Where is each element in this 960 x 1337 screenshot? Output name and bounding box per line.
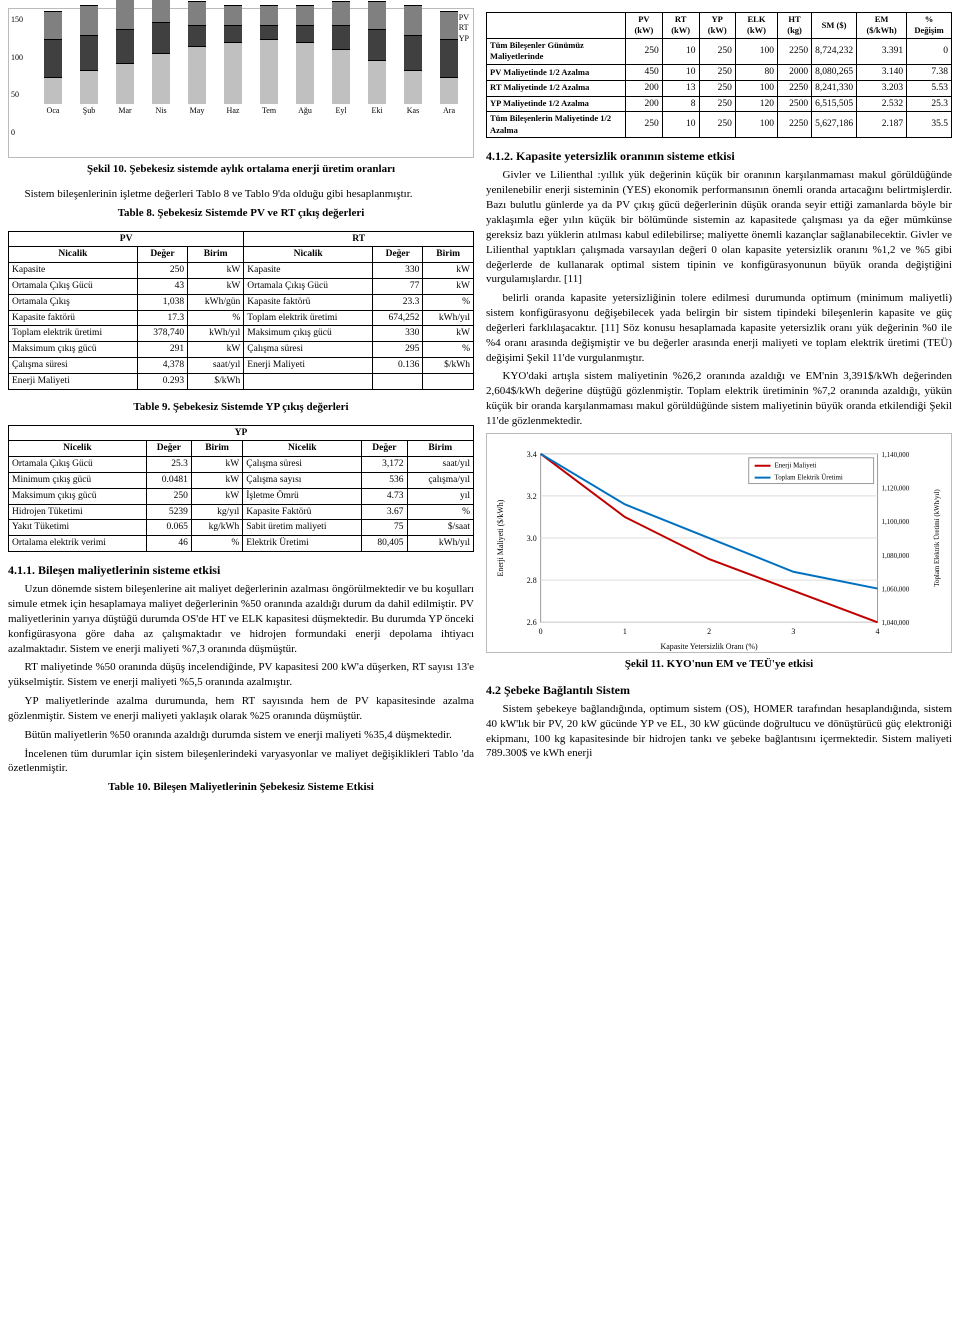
svg-text:Enerji Maliyeti ($/kWh): Enerji Maliyeti ($/kWh) (496, 499, 505, 576)
svg-text:3: 3 (791, 627, 795, 636)
svg-text:1,140,000: 1,140,000 (882, 452, 910, 459)
svg-text:1,120,000: 1,120,000 (882, 485, 910, 492)
svg-text:1,100,000: 1,100,000 (882, 519, 910, 526)
svg-text:2.8: 2.8 (527, 576, 537, 585)
svg-text:3.4: 3.4 (527, 450, 537, 459)
svg-text:1,060,000: 1,060,000 (882, 586, 910, 593)
caption-11: Şekil 11. KYO'nun EM ve TEÜ'ye etkisi (486, 657, 952, 672)
caption-10: Şekil 10. Şebekesiz sistemde aylık ortal… (8, 162, 474, 177)
right-column: PV (kW)RT (kW)YP (kW)ELK (kW)HT (kg)SM (… (486, 8, 952, 797)
table-10: PV (kW)RT (kW)YP (kW)ELK (kW)HT (kg)SM (… (486, 12, 952, 138)
left-column: 150100500 PV RT YP OcaŞubMarNisMayHazTem… (8, 8, 474, 797)
svg-text:3.0: 3.0 (527, 534, 537, 543)
para-1: Sistem bileşenlerinin işletme değerleri … (8, 187, 474, 202)
section-412-title: 4.1.2. Kapasite yetersizlik oranının sis… (486, 148, 952, 164)
sec42-p1: Sistem şebekeye bağlandığında, optimum s… (486, 702, 952, 761)
sec411-p1: Uzun dönemde sistem bileşenlerine ait ma… (8, 582, 474, 656)
sec412-p3: KYO'daki artışla sistem maliyetinin %26,… (486, 369, 952, 428)
sec411-p4: Bütün maliyetlerin %50 oranında azaldığı… (8, 728, 474, 743)
svg-text:2: 2 (707, 627, 711, 636)
table-10-title: Table 10. Bileşen Maliyetlerinin Şebekes… (8, 780, 474, 795)
svg-text:Toplam Elektrik Üretimi (kWh/y: Toplam Elektrik Üretimi (kWh/yıl) (934, 489, 941, 586)
table-9: YPNicelikDeğerBirimNicelikDeğerBirimOrta… (8, 425, 474, 553)
sec411-p3: YP maliyetlerinde azalma durumunda, hem … (8, 694, 474, 724)
svg-text:Kapasite Yetersizlik Oranı (%): Kapasite Yetersizlik Oranı (%) (661, 642, 758, 651)
svg-text:3.2: 3.2 (527, 492, 537, 501)
page: 150100500 PV RT YP OcaŞubMarNisMayHazTem… (8, 8, 952, 797)
svg-text:Toplam Elektrik Üretimi: Toplam Elektrik Üretimi (774, 474, 842, 481)
sec412-p1: Givler ve Lilienthal :yıllık yük değerin… (486, 168, 952, 287)
svg-text:Enerji Maliyeti: Enerji Maliyeti (774, 462, 816, 469)
chart-11: 2.6 2.8 3.0 3.2 3.4 1,040,000 1,060,000 1,080,0… (486, 433, 952, 653)
svg-text:1,040,000: 1,040,000 (882, 620, 910, 627)
section-411-title: 4.1.1. Bileşen maliyetlerinin sisteme et… (8, 562, 474, 578)
chart-10-bars: OcaŞubMarNisMayHazTemAğuEylEkiKasAra (9, 9, 473, 119)
sec411-p5: İncelenen tüm durumlar için sistem bileş… (8, 747, 474, 777)
svg-text:4: 4 (876, 627, 880, 636)
svg-text:0: 0 (539, 627, 543, 636)
svg-text:1,080,000: 1,080,000 (882, 553, 910, 560)
sec412-p2: belirli oranda kapasite yetersizliğinin … (486, 291, 952, 365)
table-8: PVRTNicalikDeğerBirimNicalikDeğerBirimKa… (8, 231, 474, 390)
svg-text:1: 1 (623, 627, 627, 636)
chart-10: 150100500 PV RT YP OcaŞubMarNisMayHazTem… (8, 8, 474, 158)
table-8-title: Table 8. Şebekesiz Sistemde PV ve RT çık… (8, 206, 474, 221)
svg-text:2.6: 2.6 (527, 618, 537, 627)
chart-11-svg: 2.6 2.8 3.0 3.2 3.4 1,040,000 1,060,000 1,080,0… (487, 434, 951, 652)
sec411-p2: RT maliyetinde %50 oranında düşüş incele… (8, 660, 474, 690)
section-42-title: 4.2 Şebeke Bağlantılı Sistem (486, 682, 952, 698)
table-9-title: Table 9. Şebekesiz Sistemde YP çıkış değ… (8, 400, 474, 415)
